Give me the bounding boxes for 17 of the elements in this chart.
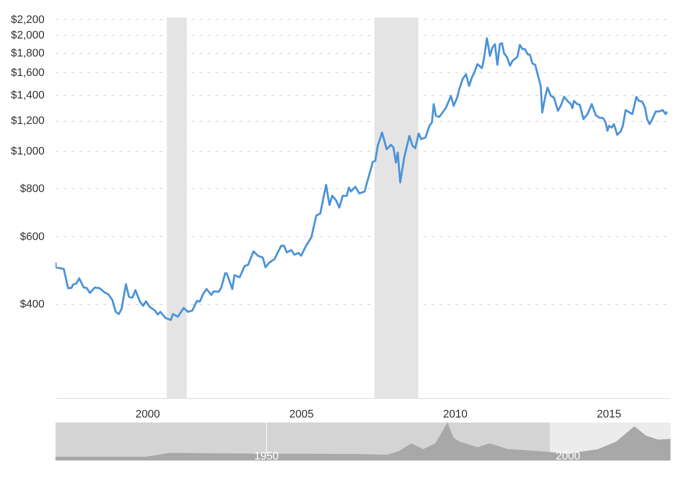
- y-tick-label: $2,000: [10, 30, 45, 42]
- y-tick-label: $1,800: [10, 47, 45, 60]
- x-tick-label: 2015: [596, 408, 622, 420]
- y-tick-label: $1,000: [10, 145, 45, 158]
- line-series: [56, 37, 668, 321]
- x-tick-label: 1950: [254, 450, 279, 462]
- y-tick-label: $800: [20, 182, 45, 195]
- x-tick-label: 2010: [443, 408, 468, 420]
- y-tick-label: $600: [20, 230, 45, 243]
- y-tick-label: $1,600: [10, 66, 45, 79]
- y-tick-label: $2,200: [10, 14, 45, 26]
- y-tick-label: $1,200: [10, 115, 45, 128]
- x-tick-label: 2005: [289, 408, 314, 420]
- y-tick-label: $1,400: [10, 89, 45, 102]
- y-tick-label: $400: [20, 298, 45, 311]
- x-tick-label: 2000: [556, 450, 580, 462]
- x-tick-label: 2000: [136, 408, 160, 420]
